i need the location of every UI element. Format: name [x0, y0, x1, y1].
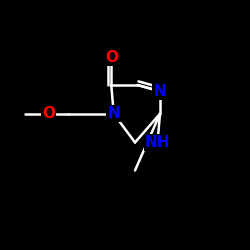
Text: N: N [154, 84, 166, 99]
Text: O: O [105, 50, 118, 65]
Text: NH: NH [145, 135, 170, 150]
Text: N: N [108, 106, 120, 121]
Text: O: O [42, 106, 55, 121]
